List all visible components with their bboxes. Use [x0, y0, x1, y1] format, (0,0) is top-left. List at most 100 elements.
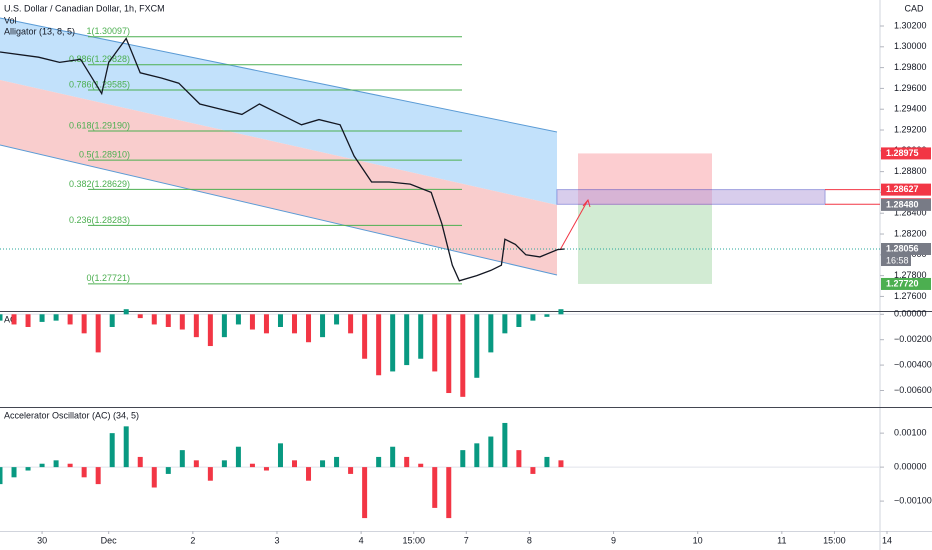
histogram-bar	[362, 314, 368, 359]
x-tick-label: 7	[464, 535, 469, 545]
histogram-bar	[334, 314, 340, 325]
histogram-bar	[39, 463, 45, 468]
price-tag-time-label: 16:58	[886, 255, 909, 265]
histogram-bar	[292, 314, 298, 334]
x-tick-label: 9	[611, 535, 616, 545]
price-tag	[881, 147, 931, 160]
y-tick-label: 1.27600	[894, 291, 927, 301]
histogram-bar	[516, 314, 522, 327]
histogram-bar	[488, 314, 494, 353]
y-tick-label: −0.00400	[894, 359, 932, 369]
target-zone	[578, 204, 712, 284]
histogram-bar	[123, 309, 129, 315]
histogram-bar	[249, 314, 255, 330]
histogram-bar	[179, 450, 185, 468]
fib-label: 0(1.27721)	[86, 273, 130, 283]
histogram-bar	[151, 314, 157, 325]
histogram-bar	[544, 314, 550, 317]
symbol-title: U.S. Dollar / Canadian Dollar, 1h, FXCM	[4, 3, 165, 13]
fib-label: 0.5(1.28910)	[79, 150, 130, 160]
x-tick-label: 8	[527, 535, 532, 545]
histogram-bar	[95, 314, 101, 353]
price-tag	[881, 183, 931, 196]
price-tag	[881, 277, 931, 290]
histogram-bar	[123, 426, 129, 468]
y-tick-label: −0.00600	[894, 385, 932, 395]
y-tick-label: 0.00100	[894, 428, 927, 438]
histogram-bar	[25, 314, 31, 327]
histogram-bar	[558, 460, 564, 468]
x-tick-label: 2	[190, 535, 195, 545]
price-tag-label: 1.28975	[886, 148, 919, 158]
histogram-bar	[0, 314, 3, 321]
histogram-bar	[277, 443, 283, 468]
x-tick-label: Dec	[101, 535, 118, 545]
histogram-bar	[530, 314, 536, 321]
x-tick-label: 14	[882, 535, 892, 545]
price-tag	[881, 198, 931, 211]
histogram-bar	[67, 463, 73, 468]
price-line	[0, 37, 565, 282]
y-tick-label: 1.29600	[894, 83, 927, 93]
y-tick-label: 1.28800	[894, 166, 927, 176]
histogram-bar	[460, 450, 466, 468]
histogram-bar	[376, 456, 382, 468]
histogram-bar	[193, 314, 199, 338]
x-tick-label: 11	[777, 535, 786, 545]
volume-label: Vol	[4, 15, 17, 25]
histogram-bar	[348, 467, 354, 474]
y-tick-label: 0.00000	[894, 461, 927, 471]
histogram-bar	[263, 314, 269, 334]
histogram-bar	[390, 314, 396, 372]
fib-label: 0.786(1.29585)	[69, 79, 130, 89]
histogram-bar	[53, 460, 59, 468]
histogram-bar	[235, 446, 241, 468]
histogram-bar	[39, 314, 45, 322]
histogram-bar	[516, 450, 522, 468]
y-tick-label: −0.00100	[894, 495, 932, 505]
histogram-bar	[263, 467, 269, 471]
histogram-bar	[474, 443, 480, 468]
ao-title: AO	[4, 314, 17, 324]
y-tick-label: 1.29800	[894, 62, 927, 72]
entry-zone	[556, 189, 826, 205]
histogram-bar	[109, 314, 115, 327]
histogram-bar	[530, 467, 536, 474]
price-tag	[881, 243, 931, 256]
histogram-bar	[502, 422, 508, 468]
histogram-bar	[446, 467, 452, 519]
x-tick-label: 4	[359, 535, 364, 545]
histogram-bar	[418, 463, 424, 468]
fib-label: 0.886(1.29828)	[69, 54, 130, 64]
histogram-bar	[235, 314, 241, 325]
channel-line	[0, 144, 558, 276]
histogram-bar	[207, 314, 213, 347]
currency-label: CAD	[904, 3, 924, 13]
alligator-label: Alligator (13, 8, 5)	[4, 26, 75, 36]
ac-title: Accelerator Oscillator (AC) (34, 5)	[4, 410, 139, 420]
histogram-bar	[221, 460, 227, 468]
fib-label: 1(1.30097)	[86, 26, 130, 36]
fib-label: 0.382(1.28629)	[69, 179, 130, 189]
histogram-bar	[67, 314, 73, 325]
histogram-bar	[109, 433, 115, 468]
histogram-bar	[277, 314, 283, 327]
histogram-bar	[432, 467, 438, 508]
x-tick-label: 3	[274, 535, 279, 545]
histogram-bar	[460, 314, 466, 397]
histogram-bar	[193, 460, 199, 468]
histogram-bar	[179, 314, 185, 330]
price-tag-label: 1.27720	[886, 278, 919, 288]
price-tag-time	[881, 255, 911, 267]
histogram-bar	[207, 467, 213, 481]
histogram-bar	[25, 467, 31, 471]
histogram-bar	[151, 467, 157, 488]
y-tick-label: 1.30200	[894, 20, 927, 30]
histogram-bar	[292, 460, 298, 468]
histogram-bar	[11, 314, 17, 325]
y-tick-label: 1.28200	[894, 228, 927, 238]
histogram-bar	[306, 314, 312, 343]
histogram-bar	[348, 314, 354, 334]
histogram-bar	[320, 460, 326, 468]
histogram-bar	[558, 309, 564, 315]
